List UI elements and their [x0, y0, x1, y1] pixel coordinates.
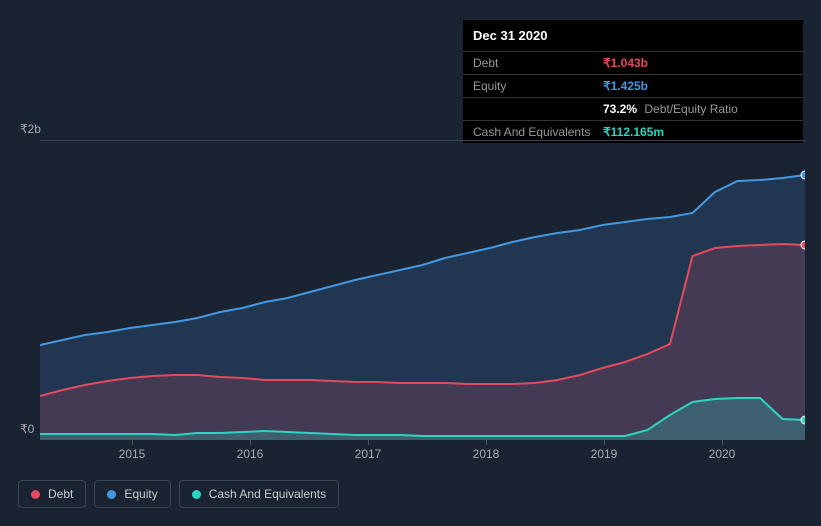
tooltip-row-value: ₹1.425b	[603, 79, 648, 93]
x-tick-label: 2018	[473, 447, 500, 461]
legend-item-cash-and-equivalents[interactable]: Cash And Equivalents	[179, 480, 339, 508]
tooltip-row-label: Debt	[473, 56, 603, 70]
tooltip-row: 73.2% Debt/Equity Ratio	[463, 98, 803, 121]
tooltip-row-label: Cash And Equivalents	[473, 125, 603, 139]
legend: Debt Equity Cash And Equivalents	[18, 480, 339, 508]
x-axis: 2015 2016 2017 2018 2019 2020	[40, 445, 805, 465]
chart-container: Dec 31 2020 Debt₹1.043bEquity₹1.425b73.2…	[0, 0, 821, 526]
legend-swatch	[107, 490, 116, 499]
tooltip-row-label	[473, 102, 603, 116]
x-tick-line	[368, 440, 369, 445]
x-tick-line	[250, 440, 251, 445]
y-axis-label: ₹0	[20, 422, 34, 436]
x-tick-label: 2016	[237, 447, 264, 461]
equity-end-marker	[801, 171, 805, 179]
x-tick-line	[486, 440, 487, 445]
legend-label: Cash And Equivalents	[209, 487, 326, 501]
tooltip-row: Equity₹1.425b	[463, 75, 803, 98]
legend-swatch	[31, 490, 40, 499]
tooltip-row-value: ₹1.043b	[603, 56, 648, 70]
legend-label: Equity	[124, 487, 157, 501]
legend-swatch	[192, 490, 201, 499]
tooltip-row: Debt₹1.043b	[463, 52, 803, 75]
x-tick-label: 2015	[119, 447, 146, 461]
x-tick-line	[722, 440, 723, 445]
x-tick-line	[132, 440, 133, 445]
cash-end-marker	[801, 416, 805, 424]
tooltip-row-value: ₹112.165m	[603, 125, 664, 139]
chart-svg	[40, 140, 805, 440]
data-tooltip: Dec 31 2020 Debt₹1.043bEquity₹1.425b73.2…	[463, 20, 803, 143]
x-tick-label: 2019	[591, 447, 618, 461]
y-axis-label: ₹2b	[20, 122, 41, 136]
tooltip-row-label: Equity	[473, 79, 603, 93]
tooltip-row-suffix: Debt/Equity Ratio	[641, 102, 738, 116]
legend-item-debt[interactable]: Debt	[18, 480, 86, 508]
chart-area[interactable]	[40, 140, 805, 440]
debt-end-marker	[801, 241, 805, 249]
tooltip-date: Dec 31 2020	[463, 20, 803, 52]
x-tick-line	[604, 440, 605, 445]
legend-item-equity[interactable]: Equity	[94, 480, 170, 508]
x-tick-label: 2017	[355, 447, 382, 461]
x-tick-label: 2020	[709, 447, 736, 461]
tooltip-row-value: 73.2% Debt/Equity Ratio	[603, 102, 738, 116]
legend-label: Debt	[48, 487, 73, 501]
